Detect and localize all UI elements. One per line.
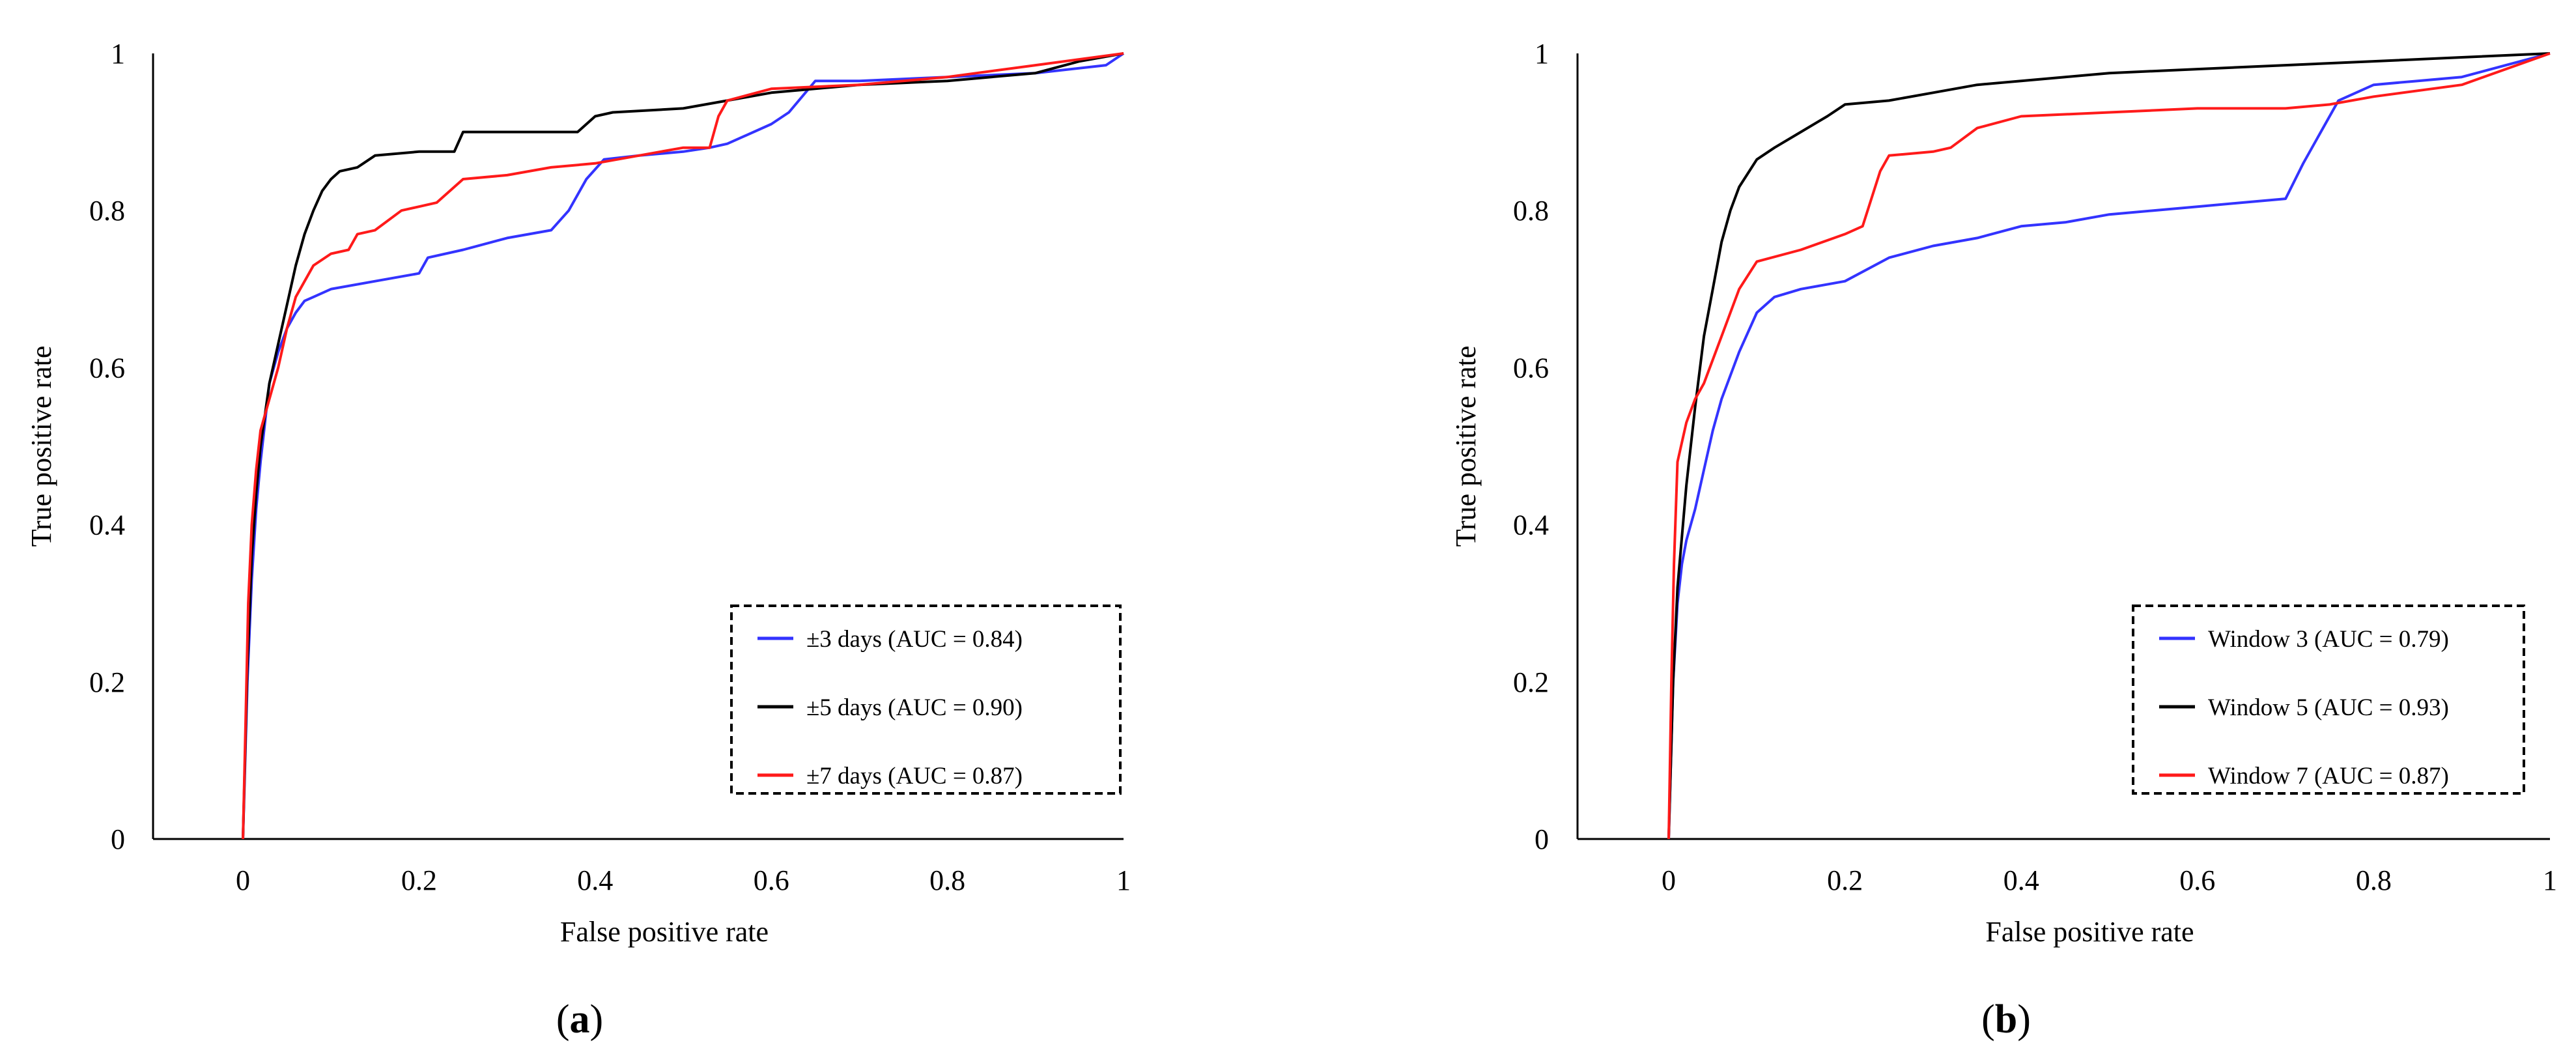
x-tick-label: 0.8 [929, 864, 965, 896]
x-tick-label: 0.2 [401, 864, 437, 896]
roc-series-line-1 [1667, 52, 2551, 840]
y-axis-label: True positive rate [1450, 346, 1482, 547]
y-tick-label: 0.2 [1513, 666, 1549, 698]
chart-panel-b: 0 0.2 0.4 0.6 0.8 1 0 0.2 0.4 0.6 0.8 1 False positi… [1450, 38, 2557, 948]
y-tick-label: 0.8 [1513, 195, 1549, 227]
y-tick-label: 0.8 [89, 195, 125, 227]
y-tick-label: 0.4 [89, 509, 125, 541]
legend-label-2: ±5 days (AUC = 0.90) [806, 694, 1023, 721]
roc-series-line-2 [242, 52, 1124, 840]
x-tick-label: 1 [1116, 864, 1131, 896]
y-tick-label: 0.6 [89, 352, 125, 384]
legend-label-1: ±3 days (AUC = 0.84) [806, 626, 1023, 653]
y-tick-label: 0.4 [1513, 509, 1549, 541]
y-tick-label: 0.2 [89, 666, 125, 698]
legend-label-3: ±7 days (AUC = 0.87) [806, 763, 1023, 789]
x-tick-label: 0 [236, 864, 250, 896]
y-tick-label: 1 [111, 38, 125, 70]
panel-label-b: (b) [1981, 997, 2031, 1042]
panel-label-a: (a) [556, 997, 603, 1042]
x-tick-label: 0.2 [1827, 864, 1863, 896]
chart-panel-a: 0 0.2 0.4 0.6 0.8 1 0 0.2 0.4 0.6 0.8 1 False positi… [25, 38, 1131, 948]
legend: Window 3 (AUC = 0.79) Window 5 (AUC = 0.9… [2132, 604, 2525, 795]
y-tick-label: 0.6 [1513, 352, 1549, 384]
legend-box [2132, 604, 2525, 795]
y-tick-label: 1 [1535, 38, 1549, 70]
x-tick-label: 0.8 [2356, 864, 2392, 896]
x-tick-label: 0 [1662, 864, 1676, 896]
x-axis-label: False positive rate [1985, 916, 2194, 948]
legend-label-2: Window 5 (AUC = 0.93) [2208, 694, 2449, 721]
y-tick-label: 0 [111, 823, 125, 855]
roc-series-line-3 [242, 52, 1124, 840]
x-tick-label: 0.6 [2179, 864, 2215, 896]
x-axis-label: False positive rate [560, 916, 769, 948]
roc-series-line-3 [1667, 52, 2551, 840]
x-tick-label: 0.4 [2003, 864, 2039, 896]
legend: ±3 days (AUC = 0.84) ±5 days (AUC = 0.90)… [730, 604, 1122, 795]
y-axis-label: True positive rate [25, 346, 57, 547]
x-tick-label: 0.4 [577, 864, 613, 896]
legend-label-3: Window 7 (AUC = 0.87) [2208, 763, 2449, 789]
y-tick-label: 0 [1535, 823, 1549, 855]
x-tick-label: 0.6 [754, 864, 789, 896]
legend-box [730, 604, 1122, 795]
legend-label-1: Window 3 (AUC = 0.79) [2208, 626, 2449, 653]
x-tick-label: 1 [2543, 864, 2557, 896]
